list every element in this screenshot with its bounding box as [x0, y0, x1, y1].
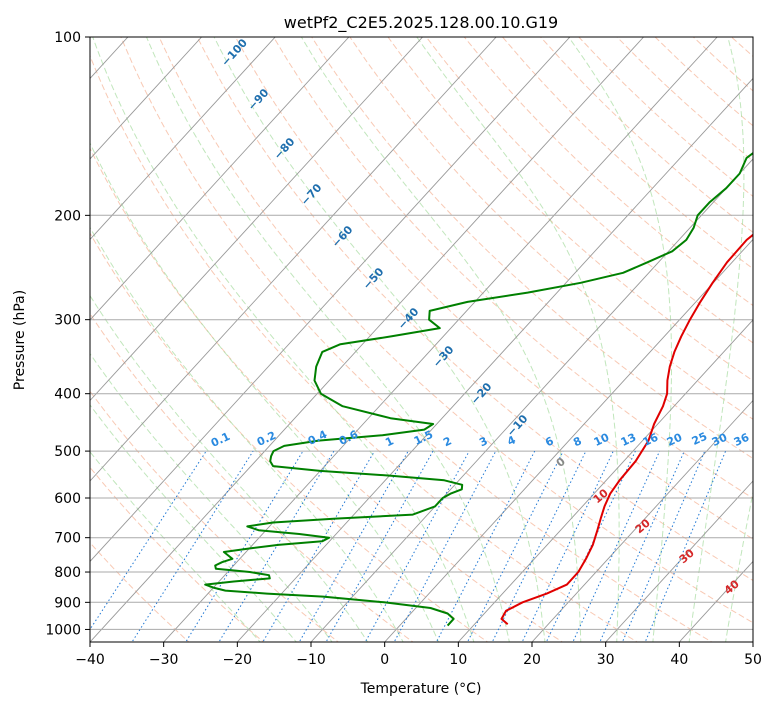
x-tick-label: 30	[597, 652, 615, 668]
moist-adiabat-line	[145, 37, 510, 642]
x-axis-label: Temperature (°C)	[360, 681, 482, 697]
temperature-profile-line	[500, 233, 753, 625]
mixing-ratio-line	[393, 450, 497, 642]
moist-adiabat-line	[90, 294, 369, 642]
y-axis-label: Pressure (hPa)	[12, 290, 28, 390]
dry-adiabat-line	[90, 232, 489, 642]
mixing-ratio-label: 16	[641, 431, 661, 449]
mixing-ratio-line	[599, 450, 685, 642]
mixing-ratio-label: 20	[665, 431, 685, 449]
dry-adiabat-line	[234, 37, 753, 540]
mixing-ratio-line	[262, 450, 375, 642]
x-axis-ticks: −40 −30 −20 −10 0 10 20 30 40 50	[75, 642, 762, 668]
y-tick-label: 200	[54, 208, 81, 224]
mixing-ratio-line	[90, 450, 207, 631]
isotherm-line	[531, 399, 753, 642]
chart-title: wetPf2_C2E5.2025.128.00.10.G19	[284, 13, 558, 33]
y-tick-label: 100	[54, 30, 81, 46]
isotherm-line	[90, 37, 571, 563]
mixing-ratio-line	[621, 450, 706, 642]
mixing-ratio-label: 25	[690, 430, 709, 448]
x-tick-label: −30	[149, 652, 179, 668]
y-tick-label: 300	[54, 313, 81, 329]
mixing-ratio-line	[218, 450, 335, 642]
x-tick-label: −40	[75, 652, 105, 668]
series-lines	[204, 151, 753, 627]
isotherm-line	[384, 238, 753, 642]
mixing-ratio-line	[572, 450, 661, 642]
mixing-ratio-line	[364, 450, 470, 642]
isotherm-line	[90, 37, 276, 241]
isotherm-line	[163, 37, 718, 642]
moist-adiabat-line	[567, 37, 672, 642]
y-tick-label: 900	[54, 595, 81, 611]
plot-area	[90, 37, 753, 642]
dry-adiabat-line	[196, 37, 753, 582]
y-tick-label: 600	[54, 491, 81, 507]
x-tick-label: −10	[296, 652, 326, 668]
y-axis-ticks: 1000 900 800 700 600 500 400 300 200 100	[45, 30, 90, 638]
x-tick-label: 50	[744, 652, 762, 668]
mixing-ratio-label: 36	[732, 431, 752, 449]
mixing-ratio-line	[466, 450, 564, 642]
isotherm-line	[236, 77, 753, 642]
mixing-ratio-line	[435, 450, 536, 642]
x-tick-label: −20	[223, 652, 253, 668]
isotherm-line	[90, 37, 423, 402]
dry-adiabat-line	[463, 37, 753, 307]
y-tick-label: 500	[54, 444, 81, 460]
y-tick-label: 400	[54, 387, 81, 403]
plot-frame	[89, 36, 754, 643]
moist-adiabat-line	[213, 37, 546, 642]
mixing-ratio-line	[298, 450, 409, 642]
mixing-ratio-line	[185, 450, 304, 642]
dry-adiabat-line	[425, 37, 753, 344]
isotherm-line	[310, 158, 753, 642]
isotherm-line	[90, 37, 202, 160]
dry-adiabat-line	[311, 37, 753, 460]
mixing-ratio-label: 13	[619, 431, 638, 449]
dewpoint-profile-line	[204, 151, 753, 627]
mixing-ratio-label: 30	[710, 431, 730, 449]
moist-adiabat-line	[90, 352, 333, 642]
x-tick-label: 20	[523, 652, 541, 668]
mixing-ratio-line	[644, 450, 727, 642]
isotherm-line	[457, 319, 753, 642]
x-tick-label: 40	[670, 652, 688, 668]
moist-adiabat-line	[300, 37, 582, 642]
y-tick-label: 800	[54, 565, 81, 581]
moist-adiabat-line	[92, 37, 475, 642]
y-tick-label: 700	[54, 531, 81, 547]
isotherm-line	[605, 480, 753, 642]
dry-adiabat-line	[273, 37, 753, 499]
x-tick-label: 0	[380, 652, 389, 668]
isotherm-line	[90, 37, 497, 482]
mixing-ratio-label: 10	[592, 431, 612, 449]
y-tick-label: 1000	[45, 622, 81, 638]
moist-adiabat-line	[688, 37, 745, 642]
mixing-ratio-line	[325, 450, 434, 642]
dry-adiabat-line	[90, 312, 414, 642]
dry-adiabat-line	[349, 37, 753, 420]
background-reference-lines	[90, 37, 753, 642]
x-tick-label: 10	[449, 652, 467, 668]
isotherm-line	[90, 37, 350, 321]
